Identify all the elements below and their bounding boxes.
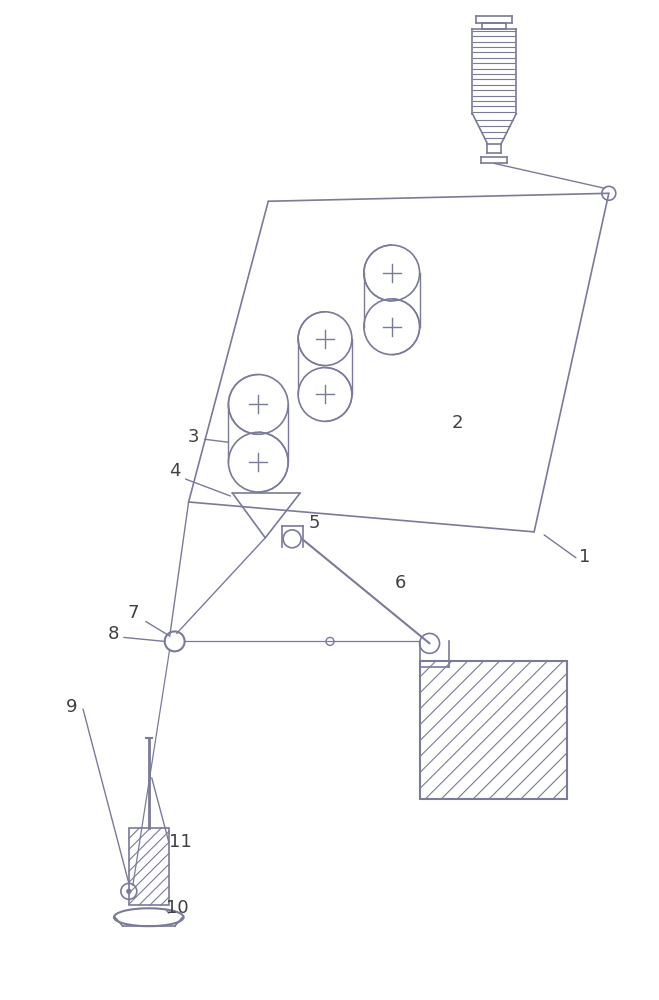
Text: 2: 2 bbox=[451, 414, 463, 432]
Text: 11: 11 bbox=[169, 833, 191, 851]
Text: 4: 4 bbox=[169, 462, 180, 480]
Text: 1: 1 bbox=[579, 548, 590, 566]
Text: 6: 6 bbox=[395, 574, 406, 592]
Circle shape bbox=[127, 889, 131, 893]
Text: 10: 10 bbox=[165, 899, 188, 917]
Text: 9: 9 bbox=[66, 698, 78, 716]
Bar bbox=[420, 661, 567, 799]
Text: 5: 5 bbox=[308, 514, 320, 532]
Text: 3: 3 bbox=[188, 428, 199, 446]
Text: 7: 7 bbox=[128, 604, 139, 622]
Text: 8: 8 bbox=[108, 625, 119, 643]
Bar bbox=[129, 828, 169, 905]
